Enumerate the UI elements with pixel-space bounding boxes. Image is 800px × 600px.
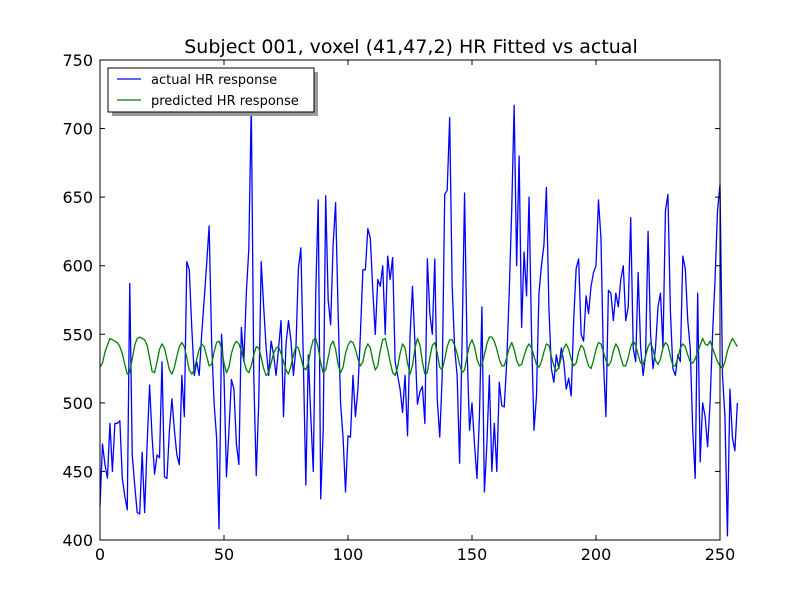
y-tick-label-2: 500: [62, 394, 93, 413]
x-tick-label-3: 150: [457, 545, 488, 564]
y-tick-label-5: 650: [62, 188, 93, 207]
y-tick-label-1: 450: [62, 462, 93, 481]
y-tick-label-4: 600: [62, 257, 93, 276]
y-tick-label-0: 400: [62, 531, 93, 550]
series-line-actual: [99, 103, 739, 537]
legend: actual HR response predicted HR response: [107, 67, 318, 116]
legend-label-1: predicted HR response: [151, 94, 299, 109]
x-tick-label-5: 250: [705, 545, 736, 564]
y-tick-label-6: 700: [62, 120, 93, 139]
legend-label-0: actual HR response: [151, 73, 277, 88]
plot-frame: [99, 59, 721, 541]
x-tick-label-0: 0: [95, 545, 105, 564]
series-line-predicted: [99, 336, 738, 377]
x-tick-label-4: 200: [581, 545, 612, 564]
x-tick-label-2: 100: [333, 545, 364, 564]
legend-box: [107, 67, 315, 113]
series-layer: [99, 103, 739, 537]
y-tick-label-7: 750: [62, 51, 93, 70]
x-tick-label-1: 50: [214, 545, 234, 564]
chart-title: Subject 001, voxel (41,47,2) HR Fitted v…: [184, 36, 637, 58]
ticks-layer: 0 50 100 150 200 250 400 450 500 550 600 650 700 750: [62, 51, 735, 564]
y-tick-label-3: 550: [62, 325, 93, 344]
